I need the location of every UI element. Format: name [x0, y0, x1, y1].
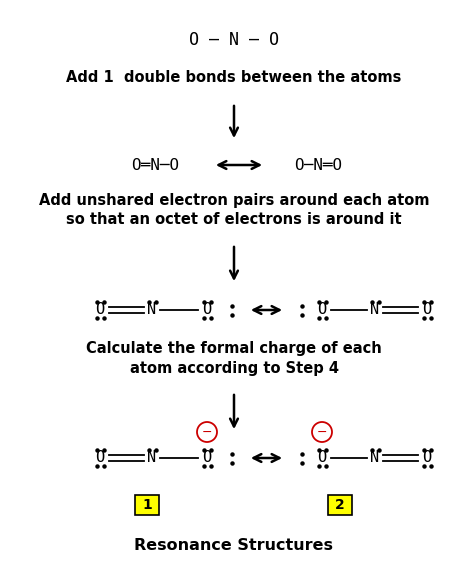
Text: N: N: [147, 303, 157, 318]
Text: Calculate the formal charge of each: Calculate the formal charge of each: [86, 340, 382, 356]
Text: O — N — O: O — N — O: [189, 31, 279, 49]
Text: 1: 1: [142, 498, 152, 512]
Text: 2: 2: [335, 498, 345, 512]
Text: Add unshared electron pairs around each atom: Add unshared electron pairs around each …: [39, 192, 429, 208]
Text: O: O: [203, 451, 212, 465]
FancyBboxPatch shape: [328, 495, 352, 515]
Text: O: O: [203, 303, 212, 318]
Text: −: −: [317, 426, 327, 438]
Text: O: O: [423, 303, 431, 318]
Text: N: N: [147, 451, 157, 465]
Text: O: O: [423, 451, 431, 465]
Text: O: O: [317, 303, 327, 318]
Text: atom according to Step 4: atom according to Step 4: [130, 360, 338, 375]
Text: O: O: [95, 451, 104, 465]
Text: Add 1  double bonds between the atoms: Add 1 double bonds between the atoms: [66, 71, 402, 86]
Text: Resonance Structures: Resonance Structures: [134, 538, 334, 553]
Text: O═N─O: O═N─O: [131, 157, 179, 173]
Text: −: −: [202, 426, 212, 438]
Text: O: O: [317, 451, 327, 465]
Text: O: O: [95, 303, 104, 318]
Text: O─N═O: O─N═O: [294, 157, 342, 173]
Text: N: N: [371, 303, 380, 318]
Text: so that an octet of electrons is around it: so that an octet of electrons is around …: [66, 212, 402, 227]
FancyBboxPatch shape: [135, 495, 159, 515]
Text: N: N: [371, 451, 380, 465]
